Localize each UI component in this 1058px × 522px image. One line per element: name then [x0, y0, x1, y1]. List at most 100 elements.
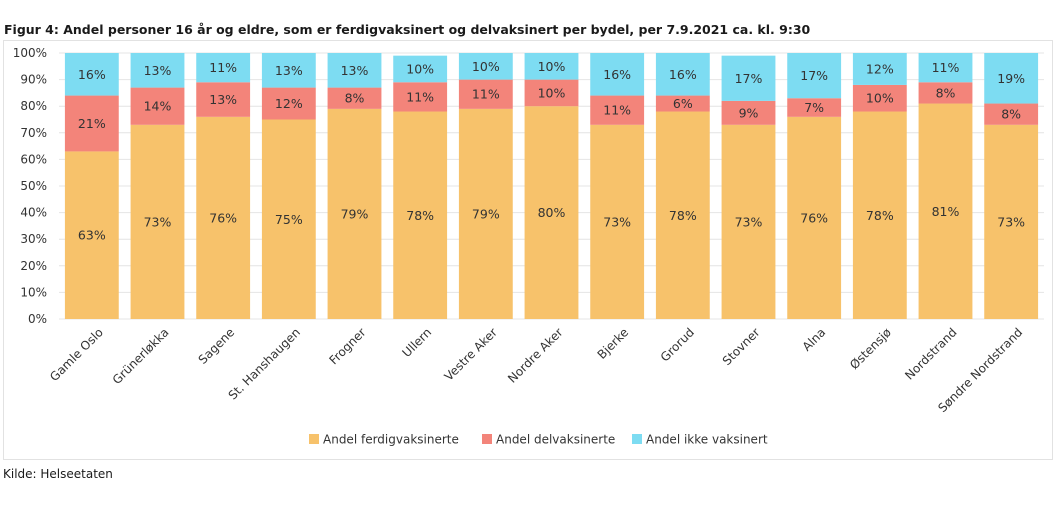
data-label: 11% [209, 60, 237, 75]
x-category-label: Sagene [196, 325, 238, 367]
bar-segment-ikke-vaksinert [130, 53, 185, 88]
bar-segment-delvaksinert [393, 82, 448, 112]
x-category-label: Nordstrand [902, 325, 959, 382]
data-label: 11% [472, 87, 500, 102]
x-category-label: Grünerløkka [110, 325, 172, 387]
bar-segment-delvaksinert [918, 82, 973, 104]
data-label: 76% [209, 210, 237, 225]
legend-label: Andel ferdigvaksinerte [323, 433, 459, 447]
x-category-label: Vestre Aker [442, 325, 500, 383]
data-label: 16% [669, 67, 697, 82]
legend-label: Andel delvaksinerte [496, 433, 615, 447]
bar-segment-ferdigvaksinert [918, 103, 973, 319]
data-label: 63% [78, 228, 106, 243]
y-tick-label: 70% [20, 126, 47, 140]
data-label: 78% [406, 208, 434, 223]
bar-segment-delvaksinert [261, 87, 316, 120]
chart-title: Figur 4: Andel personer 16 år og eldre, … [4, 22, 811, 37]
bar-segment-ikke-vaksinert [655, 53, 710, 96]
bar-segment-delvaksinert [130, 87, 185, 125]
data-label: 13% [341, 63, 369, 78]
data-label: 81% [932, 204, 960, 219]
data-label: 8% [1001, 107, 1021, 122]
bar-segment-ikke-vaksinert [196, 53, 251, 83]
bar-segment-ikke-vaksinert [261, 53, 316, 88]
x-category-label: St. Hanshaugen [226, 325, 303, 402]
bar-segment-ferdigvaksinert [787, 116, 842, 319]
data-label: 75% [275, 212, 303, 227]
data-label: 10% [538, 85, 566, 100]
data-label: 8% [936, 85, 956, 100]
data-label: 17% [800, 68, 828, 83]
data-label: 13% [209, 92, 237, 107]
y-tick-label: 90% [20, 73, 47, 87]
x-category-label: Nordre Aker [505, 325, 566, 386]
bar-segment-ikke-vaksinert [721, 55, 776, 101]
data-label: 10% [866, 91, 894, 106]
bar-segment-ikke-vaksinert [327, 53, 382, 88]
x-category-label: Grorud [658, 325, 697, 364]
bar-segment-delvaksinert [984, 103, 1039, 125]
data-label: 14% [144, 99, 172, 114]
bar-segment-ferdigvaksinert [64, 151, 119, 319]
y-tick-label: 0% [28, 312, 47, 326]
data-label: 78% [669, 208, 697, 223]
y-tick-label: 80% [20, 99, 47, 113]
legend-swatch [482, 434, 492, 444]
bar-segment-delvaksinert [721, 100, 776, 125]
legend-swatch [309, 434, 319, 444]
bar-segment-delvaksinert [852, 84, 907, 112]
data-label: 73% [735, 214, 763, 229]
bar-segment-delvaksinert [590, 95, 645, 125]
data-label: 7% [804, 100, 824, 115]
data-label: 11% [406, 89, 434, 104]
data-label: 11% [603, 103, 631, 118]
y-tick-label: 60% [20, 152, 47, 166]
x-category-label: Stovner [720, 325, 763, 368]
bar-segment-delvaksinert [787, 98, 842, 117]
y-tick-label: 100% [13, 46, 47, 60]
y-tick-label: 30% [20, 232, 47, 246]
data-label: 10% [472, 59, 500, 74]
data-label: 10% [406, 61, 434, 76]
bar-segment-ferdigvaksinert [655, 111, 710, 320]
data-label: 19% [997, 71, 1025, 86]
data-label: 11% [932, 60, 960, 75]
y-tick-label: 50% [20, 179, 47, 193]
bar-segment-ferdigvaksinert [721, 124, 776, 319]
data-label: 12% [275, 96, 303, 111]
data-label: 78% [866, 208, 894, 223]
bar-segment-ferdigvaksinert [458, 108, 513, 319]
source-note: Kilde: Helseetaten [3, 467, 113, 481]
data-label: 76% [800, 210, 828, 225]
y-tick-label: 40% [20, 206, 47, 220]
bar-segment-ikke-vaksinert [918, 53, 973, 83]
x-category-label: Bjerke [595, 325, 632, 362]
bar-segment-ferdigvaksinert [327, 108, 382, 319]
data-label: 8% [345, 91, 365, 106]
data-label: 16% [78, 67, 106, 82]
data-label: 17% [735, 71, 763, 86]
x-category-label: Østensjø [847, 325, 894, 372]
bar-segment-ferdigvaksinert [590, 124, 645, 319]
data-label: 21% [78, 116, 106, 131]
data-label: 13% [275, 63, 303, 78]
x-category-label: Alna [800, 325, 829, 354]
bar-segment-ikke-vaksinert [852, 53, 907, 85]
data-label: 16% [603, 67, 631, 82]
bar-segment-ikke-vaksinert [787, 53, 842, 99]
bar-segment-delvaksinert [196, 82, 251, 117]
bar-segment-delvaksinert [655, 95, 710, 112]
data-label: 12% [866, 61, 894, 76]
bar-segment-ikke-vaksinert [458, 53, 513, 80]
data-label: 9% [739, 105, 759, 120]
bar-segment-ferdigvaksinert [984, 124, 1039, 319]
y-tick-label: 10% [20, 285, 47, 299]
data-label: 10% [538, 59, 566, 74]
bar-segment-ikke-vaksinert [64, 53, 119, 96]
data-label: 73% [997, 214, 1025, 229]
bar-segment-ferdigvaksinert [130, 124, 185, 319]
x-category-label: Ullern [400, 325, 435, 360]
data-label: 73% [144, 214, 172, 229]
data-label: 73% [603, 214, 631, 229]
